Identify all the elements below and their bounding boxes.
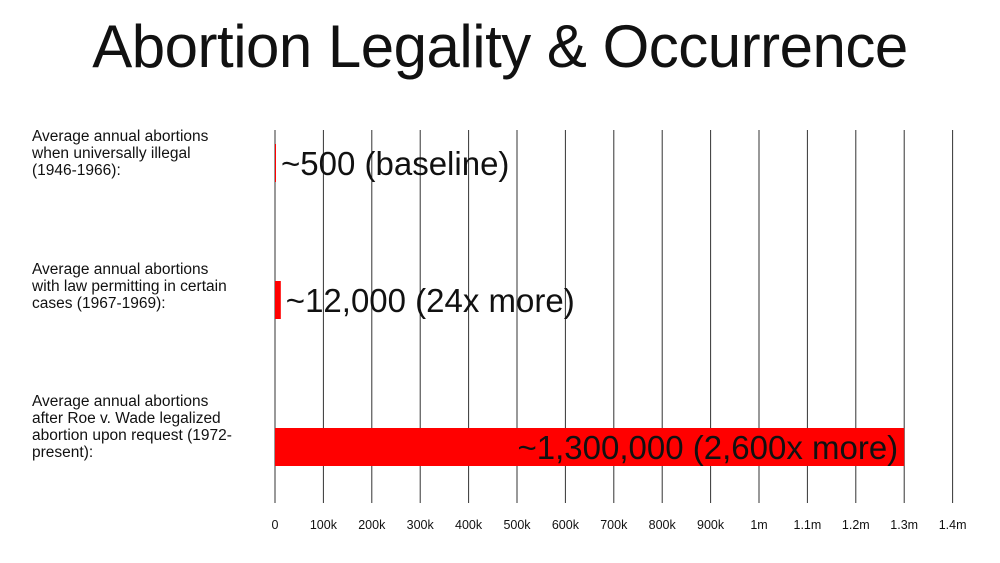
bar xyxy=(275,428,905,466)
bar-data-label: ~1,300,000 (2,600x more) xyxy=(518,429,899,466)
x-tick-label: 400k xyxy=(455,518,483,532)
x-tick-label: 1.4m xyxy=(939,518,967,532)
x-tick-label: 700k xyxy=(600,518,628,532)
x-tick-label: 1.3m xyxy=(890,518,918,532)
bar-data-label: ~500 (baseline) xyxy=(281,145,509,182)
x-tick-label: 1.1m xyxy=(794,518,822,532)
x-tick-label: 0 xyxy=(272,518,279,532)
category-label-certain-cases: Average annual abortions with law permit… xyxy=(32,261,227,312)
bar xyxy=(275,144,276,182)
x-tick-label: 800k xyxy=(649,518,677,532)
bar xyxy=(275,281,281,319)
category-label-illegal: Average annual abortions when universall… xyxy=(32,128,209,179)
x-tick-label: 600k xyxy=(552,518,580,532)
x-tick-label: 900k xyxy=(697,518,725,532)
x-tick-label: 500k xyxy=(503,518,531,532)
category-label-roe-v-wade: Average annual abortions after Roe v. Wa… xyxy=(32,393,232,461)
x-tick-label: 100k xyxy=(310,518,338,532)
chart-title: Abortion Legality & Occurrence xyxy=(92,13,908,80)
x-tick-label: 200k xyxy=(358,518,386,532)
x-tick-label: 1m xyxy=(750,518,767,532)
x-tick-label: 300k xyxy=(407,518,435,532)
bar-data-label: ~12,000 (24x more) xyxy=(286,282,575,319)
x-tick-label: 1.2m xyxy=(842,518,870,532)
